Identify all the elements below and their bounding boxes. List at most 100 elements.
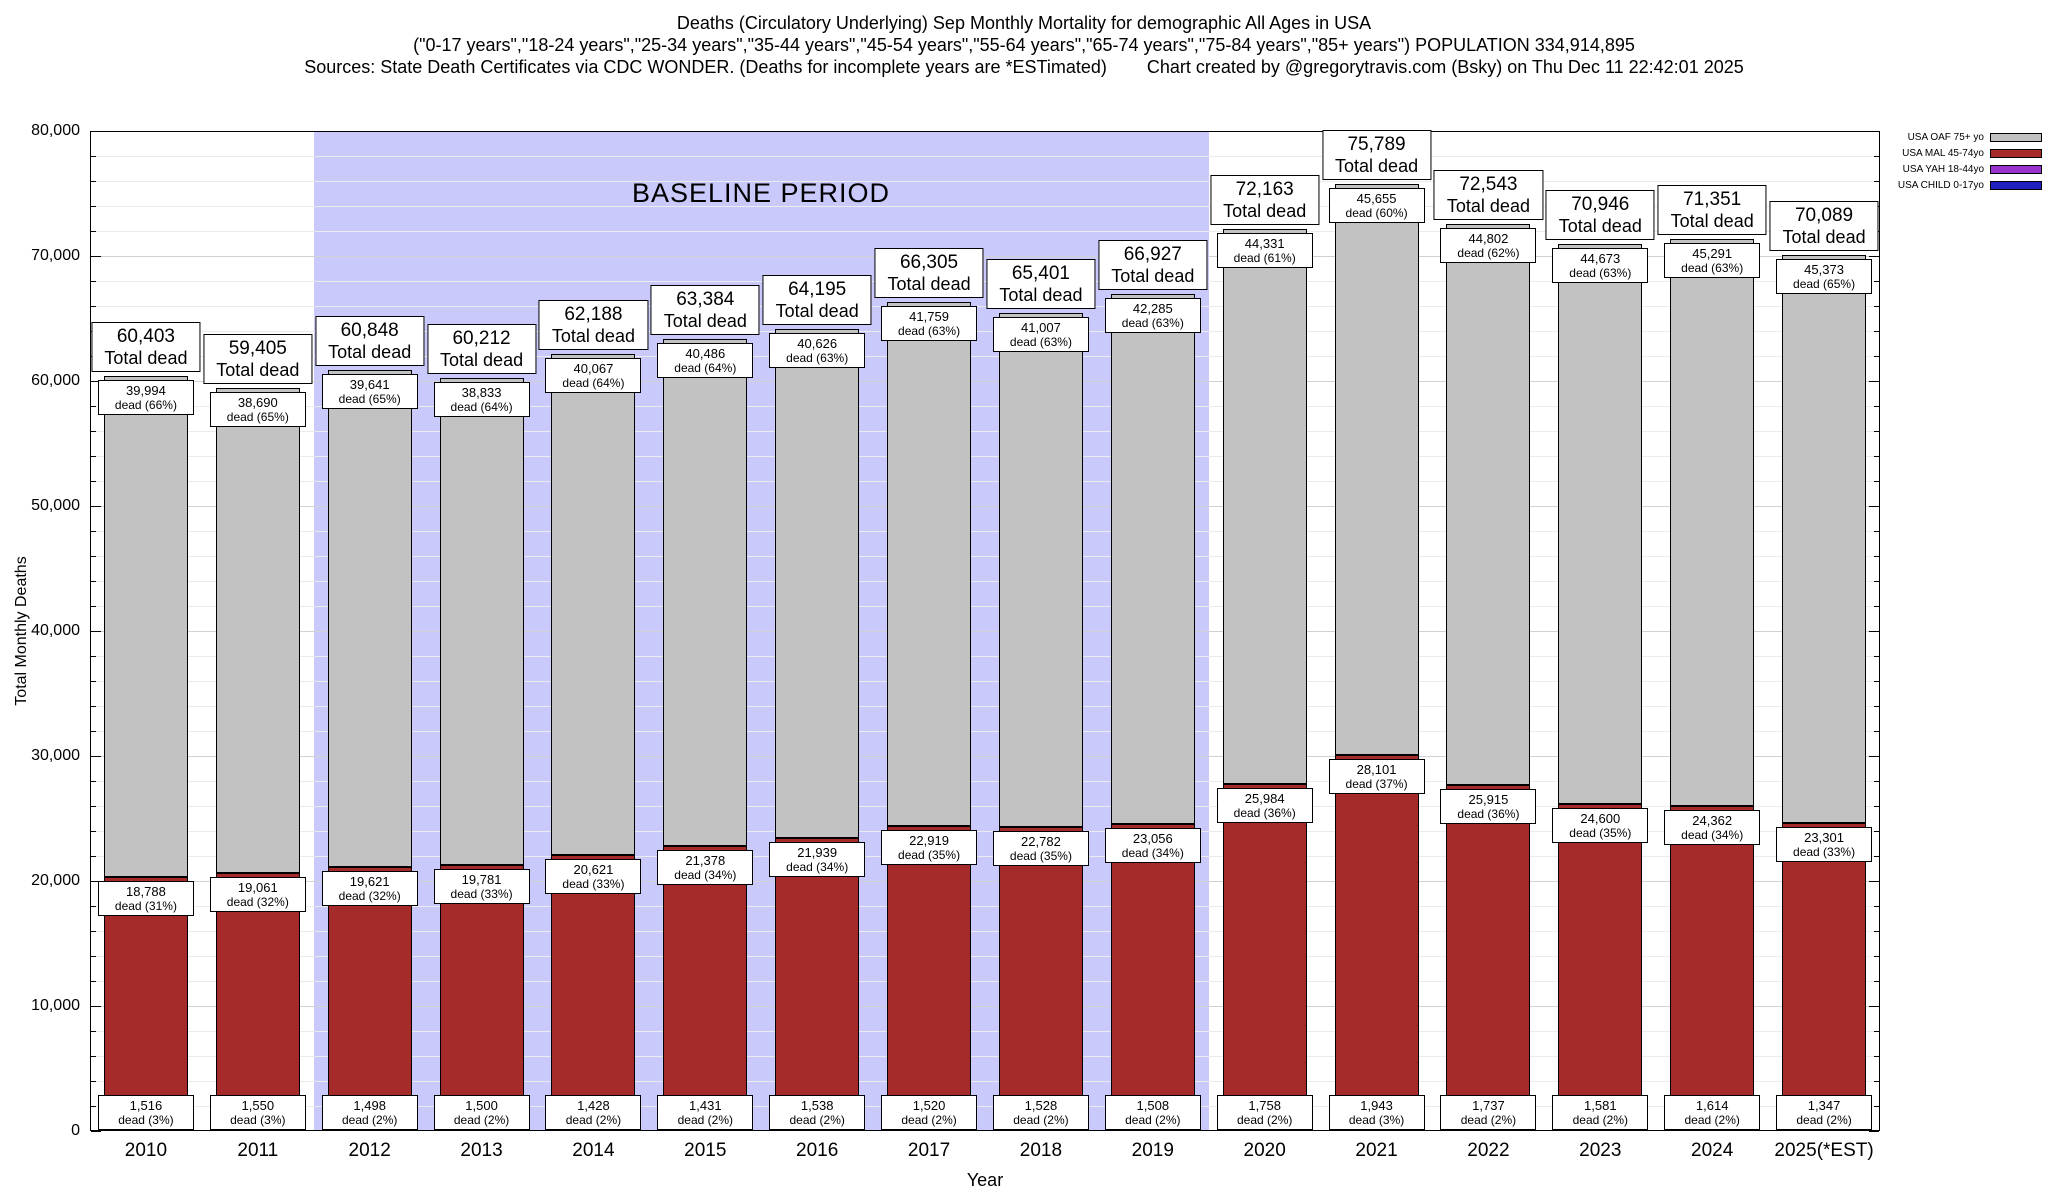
label-mal: 24,600 dead (35%) xyxy=(1552,807,1649,843)
label-oaf: 44,673 dead (63%) xyxy=(1552,248,1649,284)
y-tick-mark xyxy=(91,581,96,582)
gridline-minor xyxy=(91,656,1879,657)
label-total: 59,405 Total dead xyxy=(203,334,313,385)
gridline-minor xyxy=(91,806,1879,807)
gridline-minor xyxy=(91,231,1879,232)
label-mal-value: 23,056 xyxy=(1132,830,1173,846)
label-total-sub: Total dead xyxy=(775,300,859,321)
label-oaf-sub: dead (66%) xyxy=(114,397,177,412)
label-yah-sub: dead (2%) xyxy=(1013,1113,1069,1127)
gridline-major xyxy=(91,1006,1879,1007)
label-mal-value: 21,378 xyxy=(685,852,726,868)
label-mal-sub: dead (32%) xyxy=(338,889,401,903)
label-oaf-sub: dead (63%) xyxy=(1009,335,1072,350)
label-yah-value: 1,614 xyxy=(1695,1098,1729,1113)
y-tick-mark xyxy=(1874,331,1879,332)
label-total-value: 66,305 xyxy=(899,252,959,274)
y-tick-mark xyxy=(91,731,96,732)
bar-segment-oaf xyxy=(1670,239,1755,807)
bar-segment-oaf xyxy=(1110,294,1195,824)
label-oaf-sub: dead (65%) xyxy=(338,392,401,407)
label-total: 72,163 Total dead xyxy=(1210,174,1320,225)
bar-segment-mal xyxy=(327,867,412,1113)
legend-item: USA YAH 18-44yo xyxy=(1898,161,2042,177)
label-yah: 1,550 dead (3%) xyxy=(209,1095,306,1130)
label-yah-sub: dead (2%) xyxy=(677,1113,733,1127)
y-tick-label: 30,000 xyxy=(31,747,80,764)
label-oaf: 44,802 dead (62%) xyxy=(1440,228,1537,264)
label-yah: 1,528 dead (2%) xyxy=(992,1095,1089,1130)
gridline-major xyxy=(91,506,1879,507)
y-tick-mark xyxy=(1874,356,1879,357)
y-tick-mark xyxy=(1874,581,1879,582)
label-mal-value: 25,984 xyxy=(1244,791,1285,807)
label-mal-sub: dead (34%) xyxy=(1681,828,1744,843)
label-total: 64,195 Total dead xyxy=(762,274,872,325)
bar-segment-oaf xyxy=(998,313,1083,828)
label-mal: 23,301 dead (33%) xyxy=(1776,826,1873,862)
y-tick-mark xyxy=(1874,281,1879,282)
y-tick-mark xyxy=(91,856,96,857)
label-mal-sub: dead (33%) xyxy=(1793,844,1856,859)
label-oaf: 45,373 dead (65%) xyxy=(1776,258,1873,294)
y-tick-mark xyxy=(91,1056,96,1057)
bar-segment-oaf xyxy=(775,328,860,838)
gridline-minor xyxy=(91,181,1879,182)
label-mal-sub: dead (35%) xyxy=(1009,849,1072,864)
bar-segment-mal xyxy=(1558,803,1643,1112)
label-oaf-value: 38,833 xyxy=(461,385,502,401)
label-total-value: 60,403 xyxy=(116,325,175,347)
bar-segment-mal xyxy=(439,864,524,1113)
y-tick-mark xyxy=(91,756,101,757)
label-total-value: 63,384 xyxy=(676,288,735,310)
label-total-value: 60,212 xyxy=(452,328,511,350)
y-tick-mark xyxy=(91,1106,96,1107)
legend-item-label: USA YAH 18-44yo xyxy=(1902,163,1984,175)
y-tick-label: 20,000 xyxy=(31,872,80,889)
y-tick-mark xyxy=(91,256,101,257)
label-oaf-value: 44,802 xyxy=(1468,231,1509,247)
bar-segment-mal xyxy=(887,825,972,1112)
gridline-major xyxy=(91,256,1879,257)
gridline-minor xyxy=(91,1106,1879,1107)
gridline-minor xyxy=(91,931,1879,932)
bar-segment-oaf xyxy=(1558,244,1643,804)
label-mal-sub: dead (37%) xyxy=(1345,777,1408,792)
label-total-value: 62,188 xyxy=(564,303,623,325)
y-tick-mark xyxy=(91,456,96,457)
label-oaf-value: 41,007 xyxy=(1021,320,1061,336)
label-mal-value: 18,788 xyxy=(126,884,166,900)
y-tick-mark xyxy=(1874,456,1879,457)
y-tick-mark xyxy=(91,706,96,707)
gridline-minor xyxy=(91,856,1879,857)
label-mal-sub: dead (34%) xyxy=(674,867,737,882)
label-total-sub: Total dead xyxy=(1446,196,1530,217)
y-tick-mark xyxy=(1874,306,1879,307)
label-oaf-value: 44,673 xyxy=(1580,251,1621,267)
label-mal: 23,056 dead (34%) xyxy=(1104,827,1201,863)
label-yah-sub: dead (3%) xyxy=(118,1113,174,1127)
y-tick-mark xyxy=(91,306,96,307)
label-total-sub: Total dead xyxy=(440,350,524,371)
y-tick-mark xyxy=(91,231,96,232)
y-tick-mark xyxy=(1874,606,1879,607)
y-tick-mark xyxy=(91,831,96,832)
label-total-sub: Total dead xyxy=(1223,200,1307,221)
label-mal-sub: dead (33%) xyxy=(450,886,513,901)
label-oaf: 39,994 dead (66%) xyxy=(97,379,194,415)
label-yah-value: 1,347 xyxy=(1807,1098,1841,1113)
label-mal-value: 22,782 xyxy=(1021,834,1061,850)
legend-item: USA OAF 75+ yo xyxy=(1898,129,2042,145)
legend-swatch-oaf xyxy=(1990,132,2042,142)
label-yah-sub: dead (3%) xyxy=(1348,1113,1405,1127)
gridline-major xyxy=(91,881,1879,882)
y-tick-mark xyxy=(1874,1031,1879,1032)
bar-segment-oaf xyxy=(215,388,300,874)
bar-segment-mal xyxy=(775,837,860,1112)
label-oaf-value: 45,291 xyxy=(1692,246,1733,262)
y-tick-mark xyxy=(1874,906,1879,907)
label-total: 75,789 Total dead xyxy=(1322,129,1432,180)
label-mal-value: 20,621 xyxy=(573,862,614,878)
label-yah: 1,431 dead (2%) xyxy=(657,1095,754,1130)
label-oaf-value: 40,067 xyxy=(573,360,614,376)
